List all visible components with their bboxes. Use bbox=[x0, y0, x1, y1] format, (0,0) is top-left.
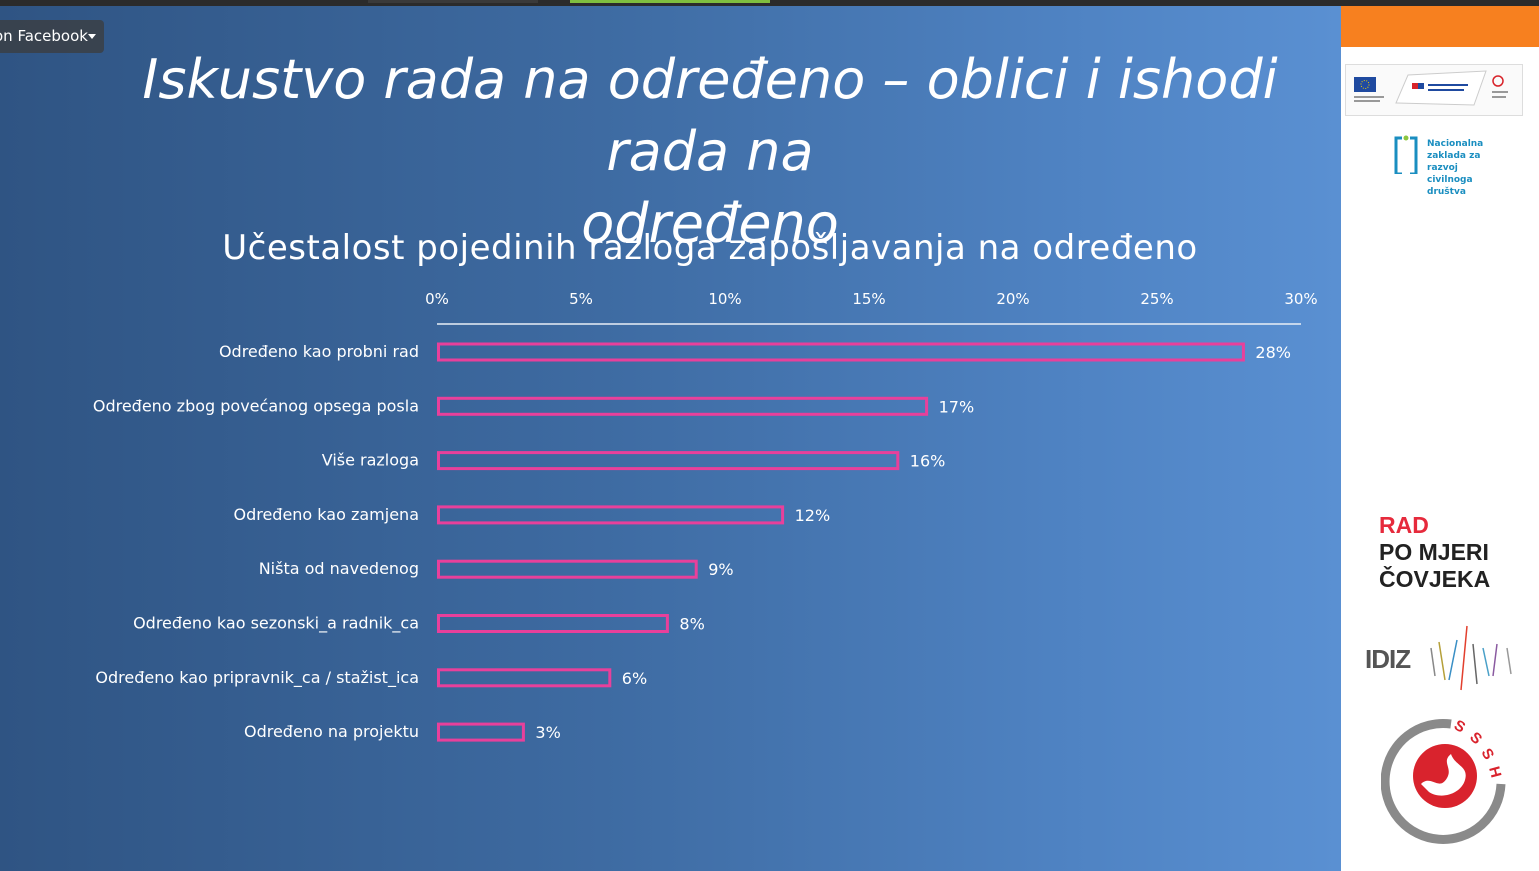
svg-text:S: S bbox=[1466, 729, 1485, 748]
facebook-label: on Facebook bbox=[0, 27, 88, 45]
x-tick-label: 15% bbox=[852, 290, 885, 308]
idiz-wordmark: IDIZ bbox=[1365, 644, 1411, 674]
bar-chart: 0% 5% 10% 15% 20% 25% 30% Određeno kao probni r… bbox=[93, 290, 1318, 742]
rad-logo-line-1: RAD bbox=[1379, 512, 1429, 538]
category-label: Određeno kao zamjena bbox=[233, 505, 419, 524]
bar bbox=[437, 668, 612, 688]
eu-funds-logo bbox=[1345, 64, 1523, 116]
data-label: 9% bbox=[708, 560, 733, 579]
data-label: 3% bbox=[535, 723, 560, 742]
idiz-logo: IDIZ bbox=[1365, 618, 1525, 698]
sssh-logo: S S S H bbox=[1380, 714, 1511, 844]
svg-text:S: S bbox=[1478, 746, 1498, 763]
chart-title: Učestalost pojedinih razloga zapošljavan… bbox=[222, 228, 1198, 268]
data-label: 28% bbox=[1255, 343, 1291, 362]
slide-title-line-2: određeno bbox=[581, 192, 839, 255]
bar bbox=[437, 722, 525, 742]
window-top-strip bbox=[0, 0, 1539, 6]
rad-logo-line-2: PO MJERI bbox=[1379, 539, 1489, 565]
svg-text:S: S bbox=[1451, 717, 1468, 737]
rad-logo-line-3: ČOVJEKA bbox=[1379, 566, 1491, 592]
data-label: 8% bbox=[679, 615, 704, 634]
bar bbox=[437, 396, 929, 416]
svg-text:H: H bbox=[1485, 765, 1504, 780]
category-label: Više razloga bbox=[322, 451, 419, 470]
bar bbox=[437, 614, 669, 633]
x-tick-label: 10% bbox=[708, 290, 741, 308]
bracket-logo-icon bbox=[1394, 135, 1418, 174]
category-label: Određeno kao pripravnik_ca / stažist_ica bbox=[95, 668, 419, 688]
category-label: Određeno kao probni rad bbox=[219, 342, 419, 361]
data-label: 6% bbox=[622, 669, 647, 688]
category-label: Određeno na projektu bbox=[244, 722, 419, 741]
data-label: 17% bbox=[939, 397, 975, 416]
data-label: 12% bbox=[795, 506, 831, 525]
top-strip-segment bbox=[570, 0, 770, 3]
slide-title: Iskustvo rada na određeno – oblici i ish… bbox=[80, 44, 1340, 260]
x-tick-label: 20% bbox=[996, 290, 1029, 308]
presentation-slide: on Facebook Iskustvo rada na određeno – … bbox=[0, 6, 1341, 871]
bar bbox=[437, 505, 785, 525]
slide-title-line-1: Iskustvo rada na određeno – oblici i ish… bbox=[142, 48, 1278, 183]
bar bbox=[437, 451, 900, 471]
bar bbox=[437, 559, 698, 579]
category-label: Određeno zbog povećanog opsega posla bbox=[93, 396, 419, 415]
category-label: Ništa od navedenog bbox=[259, 559, 419, 578]
category-label: Određeno kao sezonski_a radnik_ca bbox=[133, 614, 419, 634]
nacionalna-zaklada-logo: Nacionalna zaklada za razvoj civilnoga d… bbox=[1393, 132, 1523, 202]
x-tick-label: 30% bbox=[1284, 290, 1317, 308]
x-tick-label: 5% bbox=[569, 290, 593, 308]
sponsor-sidebar: Nacionalna zaklada za razvoj civilnoga d… bbox=[1341, 6, 1539, 871]
orange-header-bar bbox=[1341, 6, 1539, 47]
top-strip-segment bbox=[368, 0, 538, 3]
idiz-lines-icon bbox=[1430, 625, 1512, 691]
x-tick-label: 25% bbox=[1140, 290, 1173, 308]
x-tick-label: 0% bbox=[425, 290, 449, 308]
facebook-dropdown[interactable]: on Facebook bbox=[0, 20, 104, 53]
bar bbox=[437, 342, 1245, 362]
caret-down-icon bbox=[88, 34, 96, 39]
rad-po-mjeri-covjeka-logo: RAD PO MJERI ČOVJEKA bbox=[1379, 512, 1490, 593]
nacionalna-zaklada-text: Nacionalna zaklada za razvoj civilnoga d… bbox=[1427, 139, 1484, 197]
data-label: 16% bbox=[910, 452, 946, 471]
